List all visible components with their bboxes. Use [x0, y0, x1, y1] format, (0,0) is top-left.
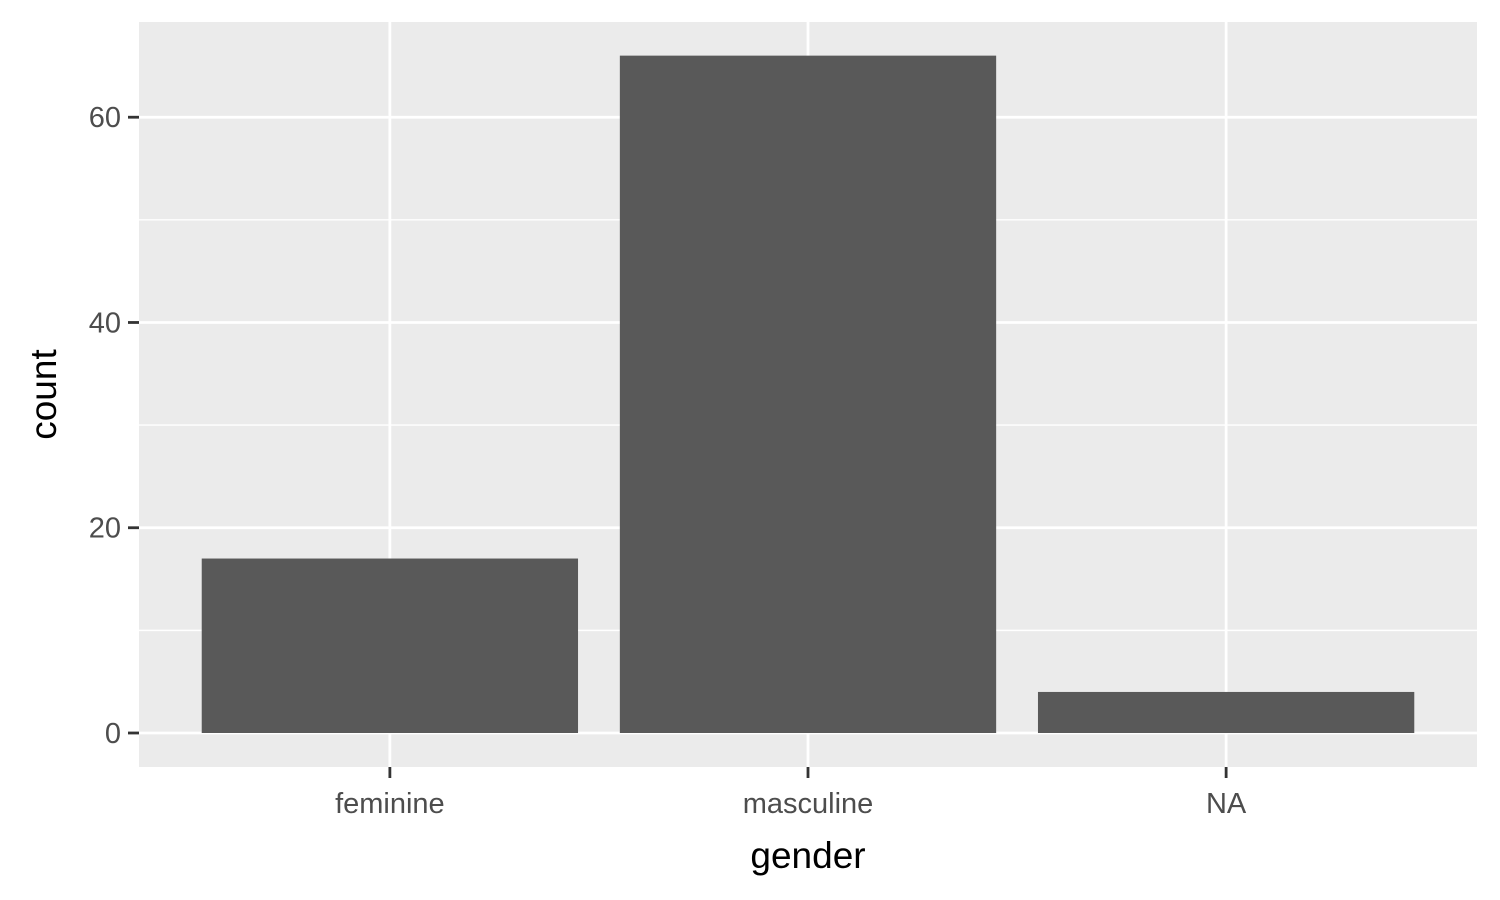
bars — [201, 55, 1415, 734]
bar-masculine — [619, 55, 997, 734]
x-tick-label: NA — [1206, 788, 1247, 820]
y-tick-label: 40 — [89, 307, 121, 339]
y-tick-label: 60 — [89, 102, 121, 134]
x-axis-title: gender — [750, 835, 865, 876]
bar-feminine — [201, 558, 579, 733]
y-axis-title: count — [23, 349, 64, 440]
x-tick-label: masculine — [743, 788, 874, 820]
y-axis: 0 20 40 60 — [89, 102, 139, 750]
y-tick-label: 20 — [89, 513, 121, 545]
x-tick-label: feminine — [335, 788, 445, 820]
y-tick-label: 0 — [105, 718, 121, 750]
bar-na — [1037, 691, 1415, 733]
x-axis: feminine masculine NA — [335, 767, 1247, 820]
